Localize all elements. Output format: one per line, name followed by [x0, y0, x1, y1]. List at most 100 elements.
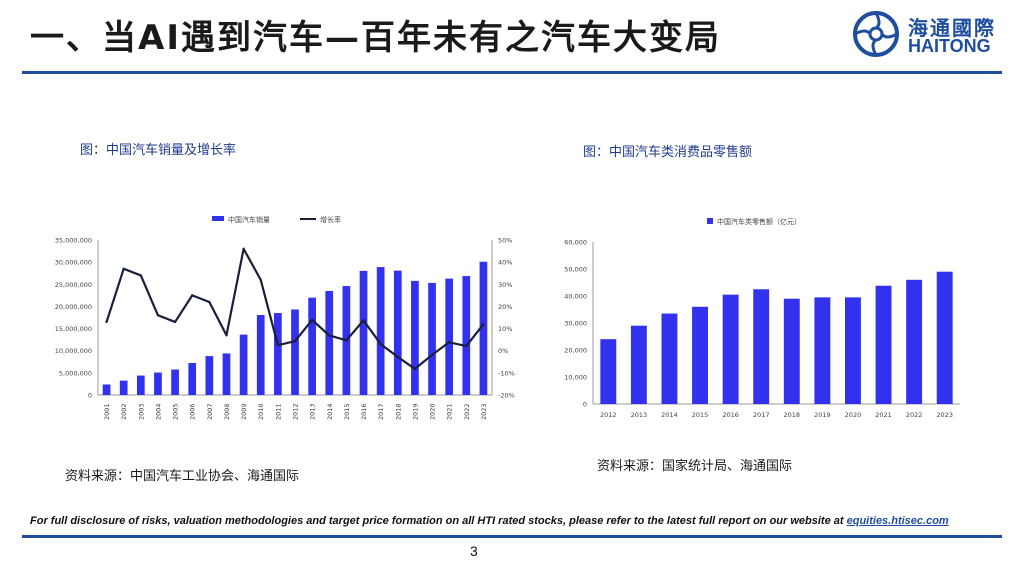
y-tick-label: 0 — [583, 401, 587, 409]
bar-sales — [428, 282, 436, 395]
y-tick-label-left: 15,000,000 — [55, 325, 92, 333]
bar-sales — [136, 375, 145, 395]
growth-point — [122, 267, 125, 270]
growth-point — [465, 344, 468, 348]
growth-point — [396, 355, 399, 359]
legend-swatch-sales — [212, 216, 224, 221]
logo-english-text: HAITONG — [908, 36, 991, 56]
x-tick-label: 2016 — [722, 411, 739, 419]
x-tick-label: 2015 — [343, 403, 351, 420]
y-tick-label-left: 0 — [88, 392, 92, 400]
bar-sales — [239, 334, 248, 395]
title-divider — [22, 71, 1002, 74]
growth-point — [105, 320, 108, 324]
bar-sales — [274, 313, 282, 395]
growth-point — [259, 278, 262, 282]
growth-point — [156, 314, 160, 317]
sales-chart-svg: 中国汽车销量 增长率 0 5,000,000 10,000,000 15,000,000 2… — [55, 215, 515, 420]
right-chart-caption: 图：中国汽车类消费品零售额 — [583, 145, 753, 160]
bar-sales — [291, 309, 299, 395]
y-tick-label-left: 25,000,000 — [55, 281, 92, 289]
x-tick-label: 2014 — [661, 411, 678, 419]
y-tick-label-right: 30% — [498, 281, 512, 289]
bar-retail — [783, 298, 800, 404]
x-tick-label: 2007 — [206, 403, 214, 420]
x-tick-label: 2023 — [936, 411, 953, 419]
legend-label-growth: 增长率 — [320, 215, 341, 224]
bar-sales — [308, 297, 316, 395]
growth-point — [293, 339, 297, 343]
website-link[interactable]: equities.htisec.com — [846, 515, 949, 527]
y-tick-label-right: 50% — [498, 237, 512, 245]
x-tick-label: 2004 — [154, 403, 162, 420]
disclaimer-body: For full disclosure of risks, valuation … — [30, 515, 844, 527]
y-tick-label: 10,000 — [564, 374, 587, 382]
y-tick-label-right: 20% — [498, 303, 512, 311]
y-tick-label-right: 10% — [498, 325, 512, 333]
x-tick-label: 2008 — [223, 403, 231, 420]
bar-retail — [753, 289, 770, 404]
y-tick-label-right: 40% — [498, 259, 512, 267]
growth-point — [242, 247, 245, 251]
bar-sales — [154, 372, 162, 395]
growth-point — [139, 274, 143, 277]
bar-sales — [119, 380, 128, 395]
x-tick-label: 2002 — [120, 403, 128, 420]
growth-point — [208, 300, 211, 304]
disclaimer-text: For full disclosure of risks, valuation … — [30, 515, 949, 527]
x-tick-label: 2016 — [360, 403, 368, 420]
retail-chart-svg: 中国汽车类零售额（亿元） 0 10,000 20,000 30,000 40,000 50,… — [564, 217, 960, 419]
y-tick-label: 20,000 — [564, 347, 587, 355]
y-tick-label: 40,000 — [564, 293, 587, 301]
x-tick-label: 2012 — [600, 411, 617, 419]
bar-sales — [102, 384, 111, 395]
x-tick-label: 2017 — [377, 403, 385, 420]
bar-sales — [359, 270, 368, 395]
growth-point — [310, 318, 314, 322]
y-tick-label: 50,000 — [564, 266, 587, 274]
bar-retail — [600, 339, 617, 404]
growth-point — [345, 339, 348, 342]
x-tick-label: 2005 — [172, 403, 180, 420]
y-tick-label-left: 20,000,000 — [55, 303, 92, 311]
y-tick-label: 60,000 — [564, 239, 587, 247]
y-tick-label-left: 35,000,000 — [55, 237, 92, 245]
x-tick-label: 2021 — [446, 403, 454, 420]
growth-point — [430, 353, 434, 357]
x-tick-label: 2013 — [631, 411, 648, 419]
y-tick-label-left: 5,000,000 — [59, 369, 92, 377]
bar-sales — [205, 356, 214, 395]
legend-label-sales: 中国汽车销量 — [228, 215, 270, 224]
x-tick-label: 2021 — [875, 411, 892, 419]
y-tick-label-left: 10,000,000 — [55, 347, 92, 355]
growth-point — [362, 319, 365, 322]
bar-retail — [814, 297, 831, 404]
x-tick-label: 2020 — [429, 403, 437, 420]
x-tick-label: 2003 — [137, 403, 145, 420]
bar-sales — [256, 315, 265, 395]
x-tick-label: 2001 — [103, 403, 111, 420]
x-tick-label: 2011 — [274, 403, 282, 420]
bar-sales — [411, 280, 419, 395]
x-tick-label: 2010 — [257, 403, 265, 420]
growth-point — [276, 343, 280, 347]
bar-sales — [445, 278, 454, 395]
x-tick-label: 2012 — [292, 403, 300, 420]
right-chart-source: 资料来源：国家统计局、海通国际 — [597, 459, 793, 474]
x-tick-label: 2015 — [692, 411, 709, 419]
haitong-emblem-icon — [853, 11, 899, 57]
legend-label-retail: 中国汽车类零售额（亿元） — [717, 217, 801, 226]
bar-sales — [376, 267, 385, 395]
x-tick-label: 2023 — [480, 403, 488, 420]
bar-sales — [393, 270, 402, 395]
growth-point — [447, 341, 451, 344]
y-tick-label: 30,000 — [564, 320, 587, 328]
y-tick-label-right: -20% — [498, 392, 515, 400]
bar-retail — [630, 325, 647, 404]
x-tick-label: 2006 — [189, 403, 197, 420]
growth-point — [173, 320, 177, 324]
legend-swatch-retail — [707, 218, 713, 224]
x-tick-label: 2013 — [309, 403, 317, 420]
x-tick-label: 2018 — [784, 411, 801, 419]
growth-point — [328, 334, 331, 337]
